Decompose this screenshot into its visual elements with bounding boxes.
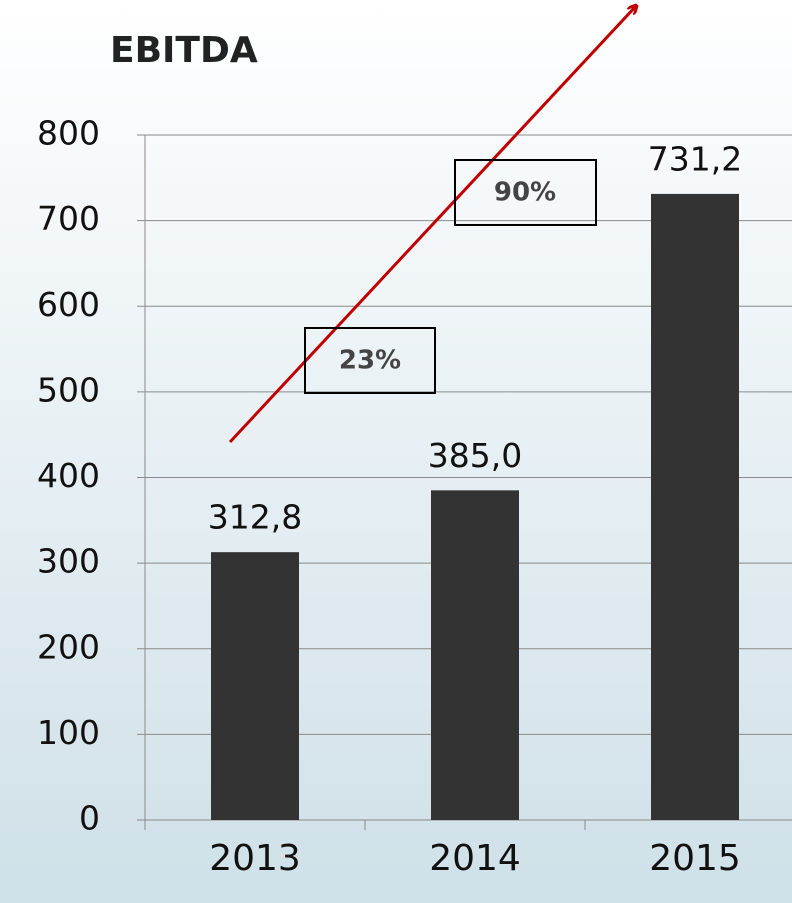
y-tick-label: 800 [37,114,100,153]
annotation: 90% [494,178,556,208]
x-tick-label: 2015 [649,838,741,879]
annotation-box [304,327,436,394]
value-label: 312,8 [208,498,302,537]
y-tick-label: 400 [37,456,100,495]
x-tick-label: 2013 [209,838,301,879]
y-tick-label: 700 [37,199,100,238]
y-tick-label: 0 [79,799,100,838]
chart-title: EBITDA [110,30,258,71]
plot: 0 100 200 300 400 500 600 700 800 2013 312,8 2014 38… [37,114,792,879]
trend-arrow [228,6,636,444]
bar [651,193,739,820]
y-tick-label: 500 [37,370,100,409]
value-label: 385,0 [428,436,522,475]
annotation-box [454,159,597,226]
bar [431,490,519,820]
x-tick-label: 2014 [429,838,521,879]
y-tick-label: 300 [37,542,100,581]
y-tick-label: 200 [37,627,100,666]
y-tick-label: 100 [37,713,100,752]
annotation: 23% [339,346,401,376]
value-label: 731,2 [648,139,742,178]
bar [211,552,299,820]
y-tick-label: 600 [37,285,100,324]
